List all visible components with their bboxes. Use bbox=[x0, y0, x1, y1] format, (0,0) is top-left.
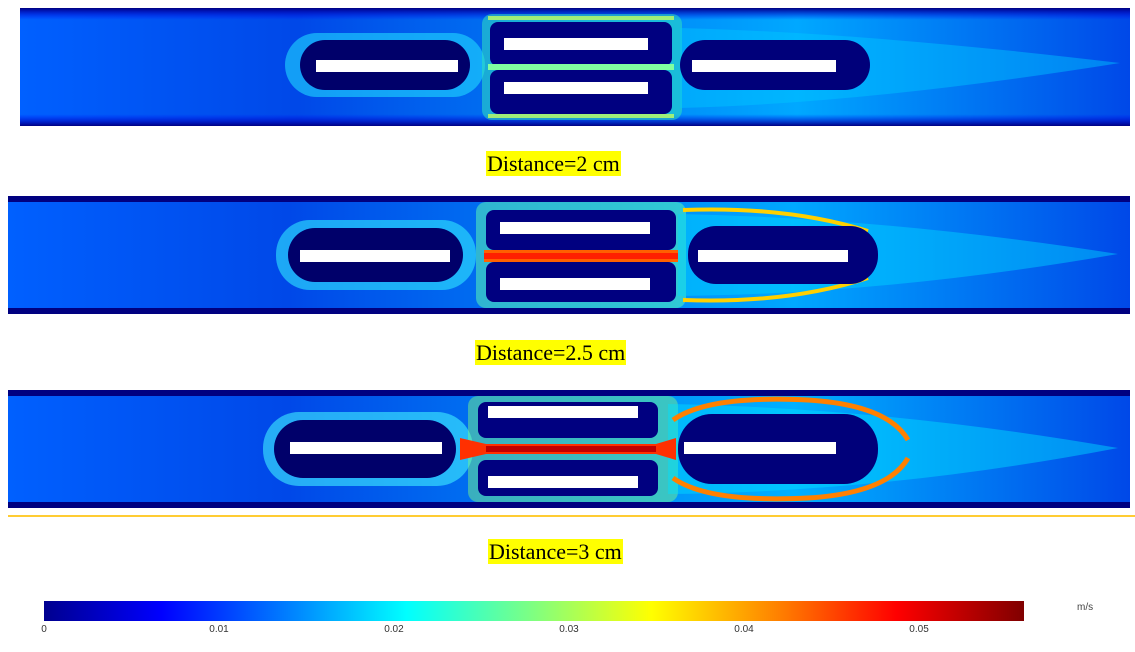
colorbar-ticks: 0 0.01 0.02 0.03 0.04 0.05 bbox=[41, 621, 1024, 643]
colorbar-tick: 0.02 bbox=[384, 624, 404, 635]
panel-caption-3: Distance=3 cm bbox=[488, 539, 623, 564]
panel-caption-1: Distance=2 cm bbox=[486, 151, 621, 176]
colorbar-unit: m/s bbox=[1077, 602, 1094, 613]
flow-panel-2 bbox=[8, 196, 1130, 314]
colorbar-tick: 0.04 bbox=[734, 624, 754, 635]
velocity-colorbar bbox=[44, 601, 1024, 621]
flow-panel-3 bbox=[8, 390, 1130, 508]
velocity-field-3 bbox=[8, 390, 1130, 508]
divider-line bbox=[8, 515, 1135, 517]
velocity-field-1 bbox=[20, 8, 1130, 126]
colorbar-tick: 0.03 bbox=[559, 624, 579, 635]
colorbar-tick: 0 bbox=[41, 624, 47, 635]
colorbar-tick: 0.05 bbox=[909, 624, 929, 635]
flow-panel-1 bbox=[20, 8, 1130, 126]
colorbar-tick: 0.01 bbox=[209, 624, 229, 635]
panel-caption-2: Distance=2.5 cm bbox=[475, 340, 627, 365]
velocity-field-2 bbox=[8, 196, 1130, 314]
